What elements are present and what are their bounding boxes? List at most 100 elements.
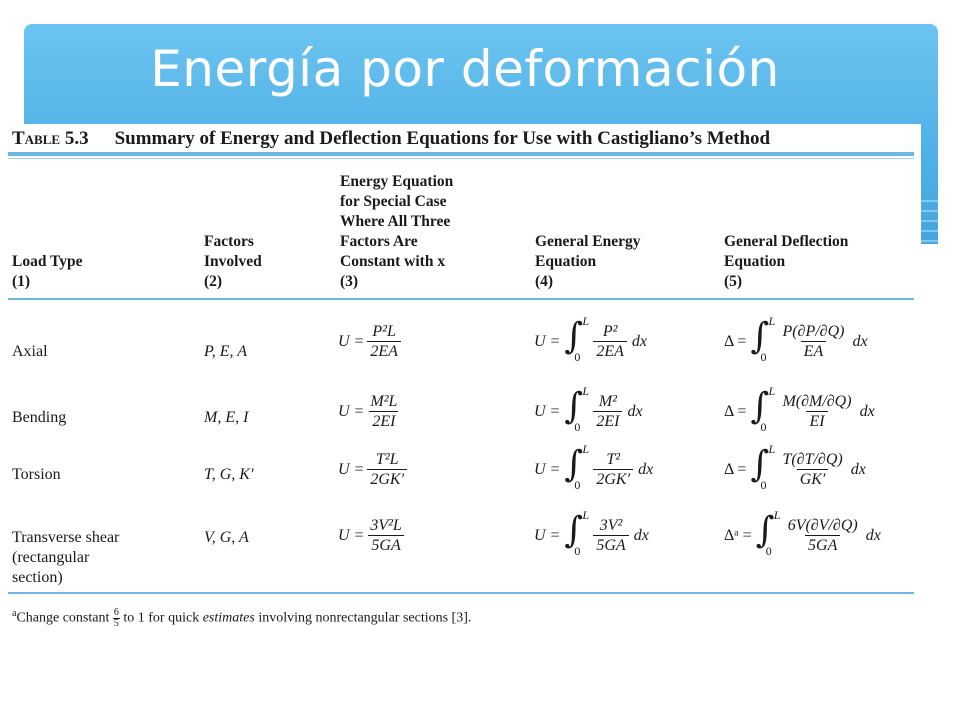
footnote-emphasis: estimates (202, 610, 255, 626)
header-factors: Factors Involved (2) (204, 233, 262, 290)
general-energy-equation: U = ∫ L 0 P² 2EA dx (534, 314, 648, 364)
equation-lhs: U = (534, 333, 561, 350)
integral-symbol: ∫ (750, 386, 770, 427)
equation-lhs: U = (338, 403, 365, 420)
special-energy-equation: U = P²L 2EA (338, 322, 404, 362)
fraction-numerator: P²L (372, 323, 396, 340)
header-general-energy: General Energy Equation (4) (535, 233, 641, 290)
fraction: M(∂M/∂Q) EI (779, 393, 854, 431)
fraction-numerator: P² (602, 323, 618, 340)
differential: dx (631, 333, 648, 350)
integral-sign: ∫ L 0 (562, 442, 589, 492)
special-energy-equation: U = T²L 2GK′ (338, 450, 410, 490)
footnote-middle: to 1 for quick (119, 610, 203, 626)
fraction-denominator: 5GA (593, 535, 629, 555)
differential: dx (638, 461, 654, 478)
integral-lower-limit: 0 (760, 478, 767, 492)
equation-lhs: Δ = (724, 461, 747, 478)
load-type-cell: Bending (12, 409, 67, 426)
header-load-type: Load Type (1) (12, 253, 83, 290)
general-energy-equation: U = ∫ L 0 T² 2GK′ dx (534, 442, 654, 492)
fraction-denominator: 2EA (367, 341, 401, 361)
fraction-numerator: T²L (375, 451, 399, 468)
general-deflection-equation: Δᵃ = ∫ L 0 6V(∂V/∂Q) 5GA dx (724, 508, 881, 558)
fraction-denominator: 2GK′ (593, 469, 634, 489)
differential: dx (633, 527, 649, 544)
integral-symbol: ∫ (750, 444, 770, 485)
integral-upper-limit: L (768, 384, 776, 398)
fraction-denominator: 2EA (593, 341, 627, 361)
header-rule (8, 298, 914, 300)
integral-sign: ∫ L 0 (562, 384, 589, 434)
integral-sign: ∫ L 0 (748, 314, 775, 364)
fraction-denominator: 5GA (368, 535, 404, 555)
table-image: Table 5.3 Summary of Energy and Deflectio… (0, 124, 921, 720)
integral-lower-limit: 0 (574, 350, 581, 364)
general-deflection-equation: Δ = ∫ L 0 P(∂P/∂Q) EA dx (724, 314, 868, 364)
integral-lower-limit: 0 (760, 420, 767, 434)
differential: dx (865, 527, 881, 544)
fraction-denominator: 2EI (369, 411, 399, 431)
fraction: T²L 2GK′ (367, 451, 408, 489)
table-title: Summary of Energy and Deflection Equatio… (114, 128, 771, 149)
equation-lhs: U = (338, 527, 365, 544)
integral-sign: ∫ L 0 (754, 508, 781, 558)
differential: dx (852, 333, 868, 350)
fraction: T² 2GK′ (593, 451, 634, 489)
integral-upper-limit: L (582, 442, 590, 456)
footnote-after: involving nonrectangular sections [3]. (254, 610, 472, 626)
fraction-numerator: P(∂P/∂Q) (782, 323, 845, 340)
header-general-deflection: General Deflection Equation (5) (724, 233, 849, 290)
integral-upper-limit: L (582, 508, 590, 522)
fraction-denominator: GK′ (796, 469, 829, 489)
fraction-numerator: 3V² (599, 517, 623, 534)
equation-lhs: U = (338, 461, 365, 478)
integral-upper-limit: L (773, 508, 781, 522)
integral-symbol: ∫ (564, 386, 584, 427)
load-type-cell: Axial (12, 343, 48, 360)
factors-cell: V, G, A (204, 529, 249, 546)
caption-rule-thin (8, 158, 914, 159)
fraction-numerator: 6V(∂V/∂Q) (787, 517, 858, 534)
special-energy-equation: U = M²L 2EI (338, 392, 403, 432)
table-number: Table 5.3 (12, 128, 89, 149)
factors-cell: T, G, K′ (204, 466, 254, 483)
fraction: 3V² 5GA (593, 517, 629, 555)
general-deflection-equation: Δ = ∫ L 0 T(∂T/∂Q) GK′ dx (724, 442, 866, 492)
integral-symbol: ∫ (564, 510, 584, 551)
integral-sign: ∫ L 0 (748, 384, 775, 434)
caption-rule (8, 152, 914, 156)
differential: dx (859, 403, 875, 420)
general-energy-equation: U = ∫ L 0 3V² 5GA dx (534, 508, 649, 558)
fraction-numerator: T² (606, 451, 621, 468)
equation-lhs: Δ = (724, 403, 747, 420)
differential: dx (627, 403, 643, 420)
equation-lhs: U = (534, 403, 561, 420)
fraction: M² 2EI (593, 393, 623, 431)
integral-sign: ∫ L 0 (562, 314, 589, 364)
header-special-energy: Energy Equation for Special Case Where A… (340, 173, 454, 290)
fraction-numerator: M²L (370, 393, 398, 410)
integral-symbol: ∫ (755, 510, 775, 551)
fraction: P² 2EA (593, 323, 627, 361)
integral-lower-limit: 0 (574, 544, 581, 558)
special-energy-equation: U = 3V²L 5GA (338, 516, 408, 556)
integral-symbol: ∫ (564, 444, 584, 485)
load-type-cell: Transverse shear (rectangular section) (12, 529, 120, 586)
fraction-denominator: 2GK′ (367, 469, 408, 489)
fraction-numerator: M² (598, 393, 617, 410)
general-energy-equation: U = ∫ L 0 M² 2EI dx (534, 384, 643, 434)
fraction: T(∂T/∂Q) GK′ (779, 451, 845, 489)
integral-upper-limit: L (582, 314, 590, 328)
table-caption: Table 5.3 Summary of Energy and Deflectio… (12, 128, 912, 150)
footnote-before: Change constant (16, 610, 113, 626)
fraction: P²L 2EA (367, 323, 401, 361)
general-deflection-equation: Δ = ∫ L 0 M(∂M/∂Q) EI dx (724, 384, 875, 434)
factors-cell: P, E, A (204, 343, 247, 360)
fraction-denominator: 2EI (593, 411, 623, 431)
differential: dx (850, 461, 866, 478)
load-type-cell: Torsion (12, 466, 61, 483)
fraction-denominator: EI (806, 411, 828, 431)
fraction-numerator: 3V²L (370, 517, 402, 534)
